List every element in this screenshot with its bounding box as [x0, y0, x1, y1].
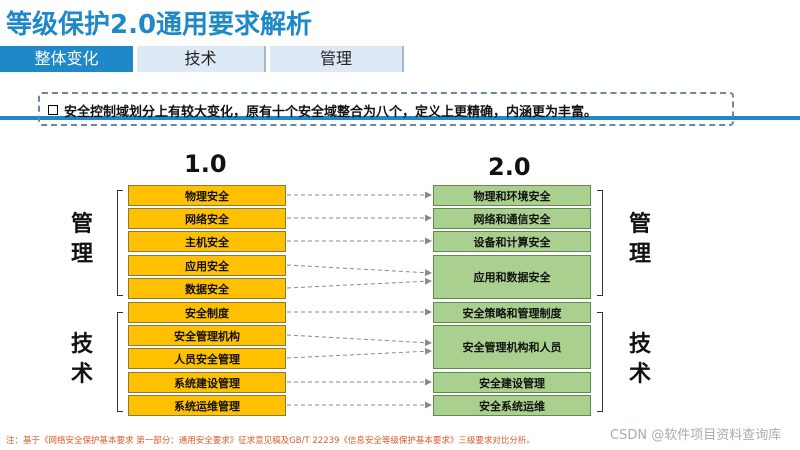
left-item-application: 应用安全	[128, 255, 286, 276]
bullet-square-icon	[48, 105, 58, 115]
right-bracket-top	[597, 190, 603, 296]
right-item-policy-system: 安全策略和管理制度	[433, 302, 591, 323]
arrow-data	[286, 277, 432, 289]
left-bracket-bottom	[117, 312, 123, 412]
version-left: 1.0	[184, 150, 227, 178]
left-item-data: 数据安全	[128, 278, 286, 299]
tab-overview[interactable]: 整体变化	[0, 46, 133, 72]
right-item-physical-env: 物理和环境安全	[433, 185, 591, 206]
watermark: CSDN @软件项目资料查询库	[610, 428, 782, 443]
tab-technical[interactable]: 技术	[137, 46, 266, 72]
summary-note: 安全控制域划分上有较大变化，原有十个安全域整合为八个，定义上更精确，内涵更为丰富…	[38, 92, 734, 126]
arrow-org	[286, 334, 432, 347]
left-item-ops: 系统运维管理	[128, 395, 286, 416]
summary-text: 安全控制域划分上有较大变化，原有十个安全域整合为八个，定义上更精确，内涵更为丰富…	[64, 105, 598, 120]
version-right: 2.0	[488, 153, 531, 181]
tab-bar: 整体变化 技术 管理	[0, 46, 800, 120]
right-label-management: 管 理	[628, 212, 651, 267]
right-label-technical: 技 术	[628, 332, 651, 387]
arrow-application	[286, 264, 432, 277]
left-item-network: 网络安全	[128, 208, 286, 229]
left-bracket-top	[117, 190, 123, 296]
left-item-org: 安全管理机构	[128, 325, 286, 346]
left-item-personnel: 人员安全管理	[128, 348, 286, 369]
tab-underline	[0, 116, 800, 120]
footnote: 注：基于《网络安全保护基本要求 第一部分：通用安全要求》征求意见稿及GB/T 2…	[6, 436, 535, 446]
right-item-network-comm: 网络和通信安全	[433, 208, 591, 229]
left-item-policy: 安全制度	[128, 302, 286, 323]
left-item-physical: 物理安全	[128, 185, 286, 206]
left-item-host: 主机安全	[128, 231, 286, 252]
left-label-management: 管 理	[70, 212, 93, 267]
right-bracket-bottom	[597, 312, 603, 412]
right-item-app-data: 应用和数据安全	[433, 255, 591, 299]
left-item-build: 系统建设管理	[128, 372, 286, 393]
right-item-device-compute: 设备和计算安全	[433, 231, 591, 252]
right-item-build: 安全建设管理	[433, 372, 591, 393]
left-label-technical: 技 术	[70, 332, 93, 387]
right-item-org-personnel: 安全管理机构和人员	[433, 325, 591, 369]
right-item-ops: 安全系统运维	[433, 395, 591, 416]
tab-management[interactable]: 管理	[270, 46, 404, 72]
page-title: 等级保护2.0通用要求解析	[6, 10, 313, 40]
arrow-personnel	[286, 347, 432, 359]
